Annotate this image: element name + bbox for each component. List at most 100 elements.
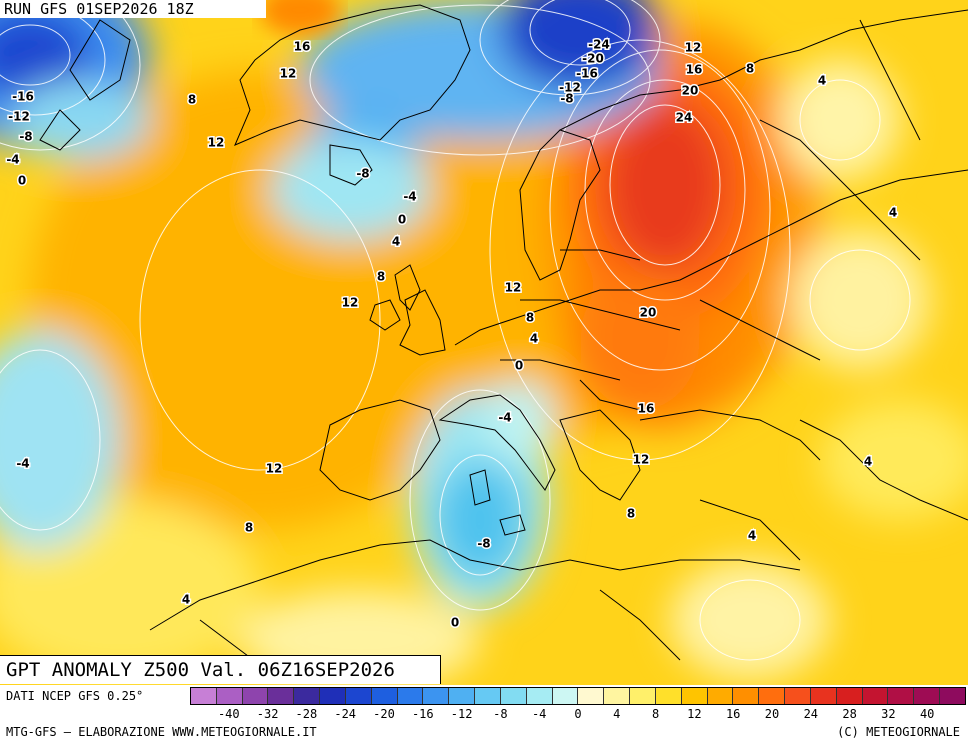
contour-label: 4 xyxy=(182,593,190,607)
contour-label: 0 xyxy=(18,174,26,188)
contour-label: 4 xyxy=(889,206,897,220)
contour-label: 12 xyxy=(342,296,359,310)
color-scale-swatch xyxy=(320,688,346,704)
contour-label: 4 xyxy=(864,455,872,469)
anomaly-map: 16 12 8 12 -16 -12 -8 -4 0 -24 -20 -16 -12 -8 12 16 20 24… xyxy=(0,0,968,685)
color-scale-swatch xyxy=(242,688,269,704)
color-scale-swatch xyxy=(552,688,579,704)
contour-label: 0 xyxy=(451,616,459,630)
color-scale-swatch xyxy=(526,688,553,704)
contour-label: 4 xyxy=(392,235,400,249)
color-scale-swatch xyxy=(216,688,243,704)
contour-label: 12 xyxy=(208,136,225,150)
color-scale-tick: -12 xyxy=(450,707,473,721)
credit-left: MTG-GFS — ELABORAZIONE WWW.METEOGIORNALE… xyxy=(6,725,317,739)
contour-label: 4 xyxy=(818,74,826,88)
contour-lines xyxy=(0,0,911,661)
contour-label: -16 xyxy=(576,67,598,81)
color-scale-tick: -24 xyxy=(334,707,357,721)
contour-label: 20 xyxy=(682,84,699,98)
contour-label: -4 xyxy=(498,411,511,425)
contour-label: -4 xyxy=(403,190,416,204)
contour-label: 20 xyxy=(640,306,657,320)
color-scale-swatch xyxy=(888,688,915,704)
contour-label: 8 xyxy=(627,507,635,521)
contour-label: -24 xyxy=(588,38,610,52)
color-scale-tick: -8 xyxy=(493,707,508,721)
contour-label: -12 xyxy=(559,81,581,95)
contour-label: 16 xyxy=(294,40,311,54)
color-scale-swatch xyxy=(475,688,501,704)
contour-label: 8 xyxy=(746,62,754,76)
color-scale-swatch xyxy=(836,688,863,704)
color-scale-tick: 32 xyxy=(881,707,896,721)
color-scale-swatch xyxy=(268,688,295,704)
contour-label: -8 xyxy=(19,130,32,144)
color-scale-swatch xyxy=(423,688,450,704)
color-scale-swatch xyxy=(759,688,786,704)
contour-label: 8 xyxy=(188,93,196,107)
credit-right: (C) METEOGIORNALE xyxy=(837,725,960,739)
contour-label: -4 xyxy=(16,457,29,471)
color-scale-swatch xyxy=(785,688,811,704)
color-scale-swatch xyxy=(345,688,372,704)
color-scale-tick: -20 xyxy=(373,707,395,721)
contour-label: -8 xyxy=(477,537,490,551)
color-scale-swatch xyxy=(630,688,656,704)
color-scale-tick: 12 xyxy=(687,707,702,721)
contour-label: 16 xyxy=(686,63,703,77)
color-scale-tick: -4 xyxy=(531,707,547,721)
color-scale-swatch xyxy=(862,688,889,704)
color-scale-tick: 4 xyxy=(613,707,621,721)
contour-label: -20 xyxy=(582,52,604,66)
contour-label: 4 xyxy=(530,332,538,346)
contour-label: 12 xyxy=(633,453,650,467)
color-scale-swatch xyxy=(191,688,217,704)
color-scale-swatch xyxy=(397,688,424,704)
contour-label: 16 xyxy=(638,402,655,416)
color-scale-swatch xyxy=(578,688,605,704)
color-scale-tick: 8 xyxy=(651,707,660,721)
color-scale-swatch xyxy=(655,688,682,704)
color-scale-tick: 28 xyxy=(842,707,857,721)
color-scale-tick: -32 xyxy=(256,707,279,721)
contour-label: 12 xyxy=(280,67,297,81)
color-scale-tick: -16 xyxy=(411,707,434,721)
run-label: RUN GFS 01SEP2026 18Z xyxy=(0,0,266,18)
contour-label: 12 xyxy=(266,462,283,476)
data-source: DATI NCEP GFS 0.25° xyxy=(6,689,144,703)
color-scale-swatch xyxy=(810,688,837,704)
color-scale-tick: -40 xyxy=(217,707,240,721)
color-scale-swatch xyxy=(733,688,760,704)
color-scale-swatch xyxy=(294,688,321,704)
contour-label: 0 xyxy=(398,213,406,227)
color-scale-tick: 0 xyxy=(574,707,582,721)
contour-label: 0 xyxy=(515,359,523,373)
color-scale xyxy=(190,687,966,705)
coastlines xyxy=(39,4,968,681)
contour-label: -8 xyxy=(560,92,573,106)
color-scale-tick: -28 xyxy=(295,707,318,721)
contour-label: -12 xyxy=(8,110,30,124)
color-scale-tick: 20 xyxy=(764,707,780,721)
color-scale-swatch xyxy=(371,688,398,704)
contour-label: -4 xyxy=(6,153,19,167)
contour-labels: 1612812-16-12-8-40-24-20-16-12-812162024… xyxy=(5,36,899,631)
contour-label: 12 xyxy=(505,281,522,295)
contour-label: 8 xyxy=(245,521,253,535)
color-scale-swatch xyxy=(914,688,941,704)
color-scale-swatch xyxy=(707,688,734,704)
contour-label: -16 xyxy=(12,90,34,104)
color-scale-swatch xyxy=(604,688,631,704)
footer: DATI NCEP GFS 0.25° -40 -32 -28 -24 -20 -16 -1… xyxy=(0,685,968,745)
contour-label: -8 xyxy=(356,167,369,181)
contour-label: 24 xyxy=(676,111,693,125)
contour-label: 12 xyxy=(685,41,702,55)
color-scale-swatch xyxy=(449,688,476,704)
map-title: GPT ANOMALY Z500 Val. 06Z16SEP2026 xyxy=(0,655,441,684)
contour-label: 8 xyxy=(526,311,534,325)
color-scale-ticks: -40 -32 -28 -24 -20 -16 -12 -8 -4 0 4 8 12 16 20 24 28 32… xyxy=(190,707,966,723)
contour-label: 4 xyxy=(748,529,756,543)
contour-label: 8 xyxy=(377,270,385,284)
color-scale-tick: 16 xyxy=(725,707,741,721)
